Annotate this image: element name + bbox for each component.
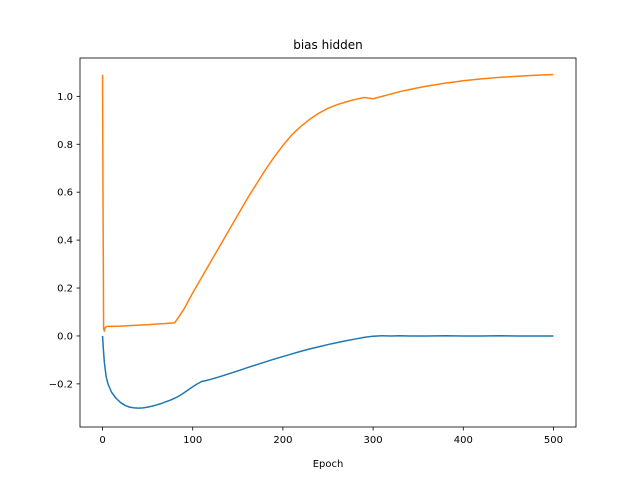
x-tick-label: 400 xyxy=(454,435,473,446)
y-tick-label: 0.8 xyxy=(57,140,73,151)
series-line-1 xyxy=(101,334,554,409)
y-axis: −0.2 0.0 0.2 0.4 0.6 0.8 1.0 xyxy=(49,92,80,390)
y-tick-label: 0.6 xyxy=(57,188,73,199)
x-tick-label: 500 xyxy=(544,435,563,446)
y-tick-label: 0.0 xyxy=(57,331,73,342)
x-axis-label: Epoch xyxy=(313,459,344,470)
y-tick-label: 1.0 xyxy=(57,92,73,103)
y-tick-label: 0.4 xyxy=(57,236,73,247)
x-tick-label: 200 xyxy=(273,435,292,446)
x-axis: 0 100 200 300 400 500 xyxy=(99,427,563,446)
x-tick-label: 0 xyxy=(99,435,105,446)
y-tick-label: −0.2 xyxy=(49,379,73,390)
series-line-2 xyxy=(101,73,554,332)
axes-frame xyxy=(79,57,577,428)
x-tick-label: 300 xyxy=(364,435,383,446)
chart-title: bias hidden xyxy=(293,38,363,52)
x-tick-label: 100 xyxy=(183,435,202,446)
y-tick-label: 0.2 xyxy=(57,284,73,295)
